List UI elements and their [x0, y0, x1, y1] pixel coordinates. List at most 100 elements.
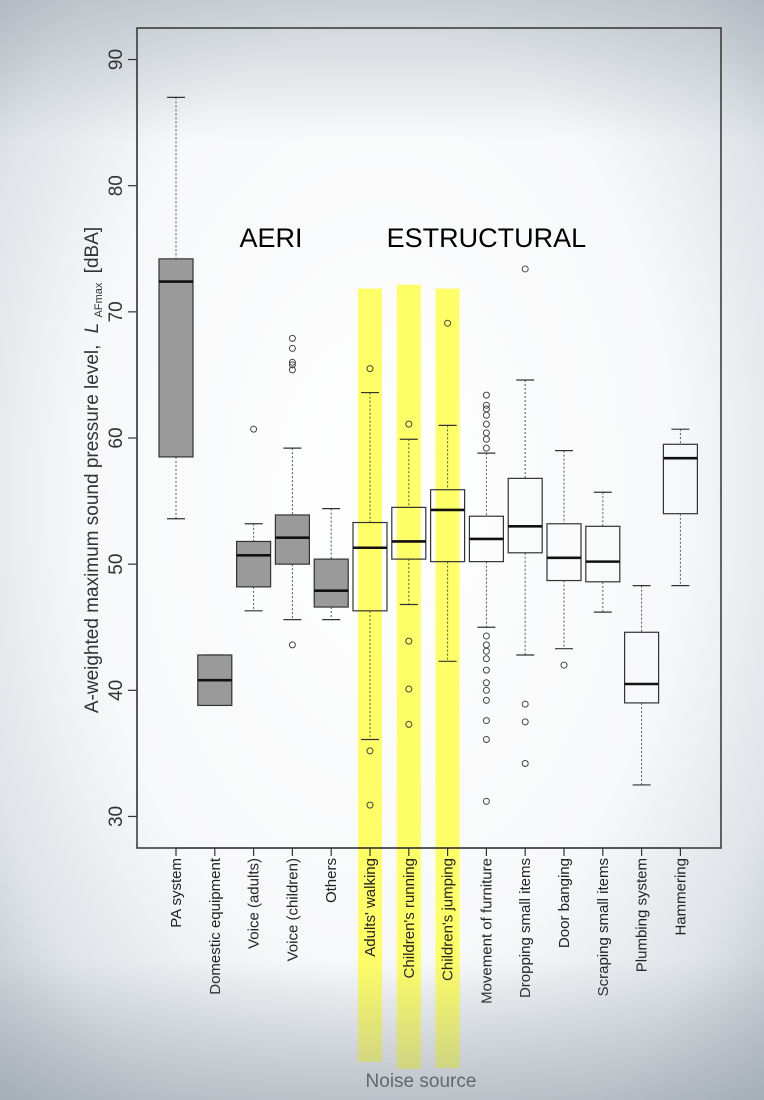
highlight-band-7 — [435, 288, 460, 1069]
box-5-outlier-2 — [366, 365, 374, 373]
box-8-outlier-8 — [482, 647, 490, 655]
box-7 — [430, 319, 466, 662]
x-axis: PA system Domestic equipment Voice (adults… — [168, 847, 689, 1004]
y-axis-title-unit: [dBA] — [82, 227, 103, 273]
box-7-outlier-0 — [444, 319, 452, 327]
box-3 — [274, 334, 310, 649]
box-8-outlier-12 — [482, 435, 490, 443]
box-8-outlier-2 — [482, 717, 490, 725]
y-axis-title: A-weighted maximum sound pressure level,… — [82, 227, 107, 713]
y-tick-label-50: 50 — [106, 554, 127, 575]
x-tick-label-11: Scraping small items — [595, 858, 612, 996]
y-tick-label-80: 80 — [106, 175, 127, 196]
box-8-outlier-9 — [482, 641, 490, 649]
box-10-outlier-0 — [560, 661, 568, 669]
box-6-iqr — [391, 506, 427, 560]
box-6 — [391, 420, 427, 728]
box-11-iqr — [585, 525, 621, 583]
box-3-outlier-0 — [288, 641, 296, 649]
box-8-outlier-3 — [482, 696, 490, 704]
box-6-outlier-3 — [405, 420, 413, 428]
box-8-outlier-13 — [482, 429, 490, 437]
x-tick-label-12: Plumbing system — [634, 858, 651, 972]
box-6-outlier-2 — [405, 637, 413, 645]
box-6-outlier-0 — [405, 720, 413, 728]
box-13-iqr — [662, 443, 699, 515]
box-2-iqr — [236, 540, 272, 588]
x-axis-title: Noise source — [366, 1071, 477, 1092]
y-axis-title-subscript: AFmax — [93, 282, 105, 317]
y-tick-label-60: 60 — [106, 427, 127, 448]
x-tick-label-5: Adults' walking — [362, 858, 379, 957]
box-8-outlier-0 — [482, 797, 490, 805]
box-8-outlier-11 — [482, 444, 490, 452]
box-3-outlier-3 — [288, 358, 296, 366]
box-9-outlier-3 — [521, 265, 529, 273]
box-3-outlier-4 — [288, 344, 296, 352]
box-3-outlier-2 — [288, 361, 296, 369]
box-13 — [662, 428, 699, 587]
box-8-outlier-1 — [482, 736, 490, 744]
box-5-outlier-0 — [366, 801, 374, 809]
x-tick-label-13: Hammering — [672, 858, 689, 936]
x-tick-label-2: Voice (adults) — [246, 858, 263, 949]
box-3-outlier-5 — [288, 334, 296, 342]
box-9-outlier-0 — [521, 759, 529, 767]
box-8-outlier-5 — [482, 679, 490, 687]
box-8-outlier-17 — [482, 401, 490, 409]
box-9-iqr — [507, 477, 543, 554]
box-8-outlier-18 — [482, 391, 490, 399]
box-5-iqr — [352, 521, 388, 612]
x-tick-label-9: Dropping small items — [517, 858, 534, 998]
x-tick-label-8: Movement of furniture — [478, 858, 495, 1004]
x-tick-label-1: Domestic equipment — [207, 857, 224, 995]
x-tick-label-7: Children's jumping — [440, 858, 457, 981]
box-10-iqr — [546, 523, 582, 582]
highlight-band-6 — [396, 284, 421, 1070]
box-8 — [468, 391, 504, 805]
box-8-outlier-14 — [482, 420, 490, 428]
box-12-iqr — [623, 631, 660, 704]
x-tick-label-10: Door banging — [556, 858, 573, 948]
annotation-1: ESTRUCTURAL — [387, 223, 587, 253]
y-tick-label-70: 70 — [106, 301, 127, 322]
box-9 — [507, 265, 543, 767]
box-8-outlier-10 — [482, 632, 490, 640]
box-8-outlier-15 — [482, 411, 490, 419]
box-5 — [352, 365, 388, 809]
y-axis-title-prefix: A-weighted maximum sound pressure level, — [82, 345, 103, 714]
box-11 — [585, 491, 621, 613]
box-8-outlier-7 — [482, 655, 490, 663]
box-0 — [158, 96, 194, 520]
x-tick-label-6: Children's running — [401, 858, 418, 978]
x-tick-label-0: PA system — [168, 858, 185, 928]
y-tick-label-30: 30 — [106, 806, 127, 827]
box-0-iqr — [158, 258, 194, 458]
box-9-outlier-1 — [521, 718, 529, 726]
box-1 — [197, 654, 233, 707]
plot-area-frame — [136, 27, 722, 849]
y-tick-label-40: 40 — [106, 680, 127, 701]
box-2-outlier-0 — [250, 425, 258, 433]
y-tick-label-90: 90 — [106, 49, 127, 70]
annotations-layer: AERI ESTRUCTURAL — [239, 223, 586, 253]
annotation-0: AERI — [239, 223, 302, 253]
box-8-outlier-4 — [482, 686, 490, 694]
box-12 — [623, 584, 660, 786]
box-3-iqr — [274, 514, 310, 565]
box-2 — [236, 425, 272, 612]
box-9-outlier-2 — [521, 700, 529, 708]
box-5-outlier-1 — [366, 747, 374, 755]
box-series — [158, 96, 699, 809]
box-8-outlier-16 — [482, 405, 490, 413]
box-6-outlier-1 — [405, 685, 413, 693]
box-3-outlier-1 — [288, 366, 296, 374]
box-7-iqr — [430, 489, 466, 563]
box-4 — [313, 508, 349, 621]
box-8-outlier-6 — [482, 666, 490, 674]
x-tick-label-4: Others — [323, 858, 340, 903]
box-10 — [546, 450, 582, 669]
box-4-iqr — [313, 558, 349, 608]
